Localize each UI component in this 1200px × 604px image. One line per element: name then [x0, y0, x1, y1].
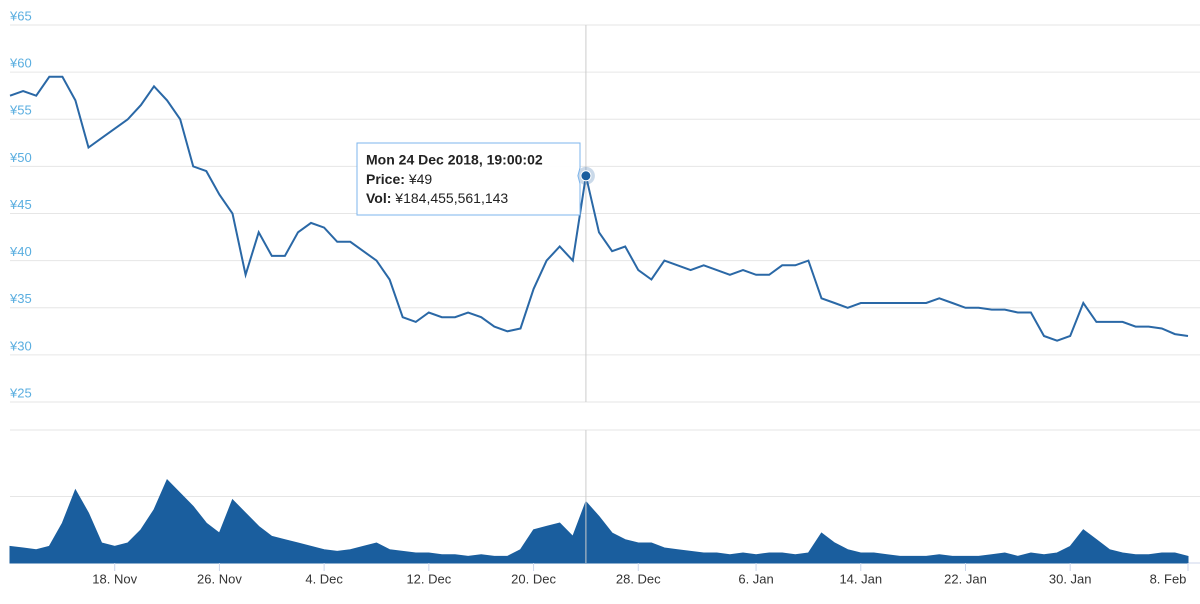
- x-tick-label: 20. Dec: [511, 571, 556, 586]
- volume-area: [9, 479, 1189, 564]
- y-tick-label: ¥45: [9, 197, 32, 212]
- tooltip-row: Vol: ¥184,455,561,143: [366, 190, 508, 206]
- x-tick-label: 28. Dec: [616, 571, 661, 586]
- x-tick-label: 18. Nov: [92, 571, 137, 586]
- x-tick-label: 30. Jan: [1049, 571, 1092, 586]
- y-tick-label: ¥30: [9, 338, 32, 353]
- y-tick-label: ¥25: [9, 385, 32, 400]
- tooltip-row: Price: ¥49: [366, 171, 432, 187]
- y-tick-label: ¥35: [9, 291, 32, 306]
- x-tick-label: 4. Dec: [305, 571, 343, 586]
- x-tick-label: 12. Dec: [406, 571, 451, 586]
- tooltip-value: ¥49: [408, 171, 433, 187]
- y-tick-label: ¥40: [9, 244, 32, 259]
- highlight-point: [580, 170, 592, 182]
- tooltip-label: Price:: [366, 171, 405, 187]
- x-tick-label: 26. Nov: [197, 571, 242, 586]
- x-tick-label: 22. Jan: [944, 571, 987, 586]
- tooltip-label: Vol:: [366, 190, 391, 206]
- y-tick-label: ¥60: [9, 56, 32, 71]
- x-tick-label: 8. Feb: [1150, 571, 1187, 586]
- x-tick-label: 6. Jan: [738, 571, 773, 586]
- tooltip-date: Mon 24 Dec 2018, 19:00:02: [366, 152, 543, 168]
- x-tick-label: 14. Jan: [839, 571, 882, 586]
- y-tick-label: ¥65: [9, 8, 32, 23]
- tooltip-value: ¥184,455,561,143: [394, 190, 508, 206]
- y-tick-label: ¥50: [9, 150, 32, 165]
- price-line: [9, 75, 1189, 342]
- tooltip-box: [356, 142, 581, 216]
- tooltip: Mon 24 Dec 2018, 19:00:02 Price: ¥49 Vol: …: [366, 152, 543, 206]
- y-tick-label: ¥55: [9, 103, 32, 118]
